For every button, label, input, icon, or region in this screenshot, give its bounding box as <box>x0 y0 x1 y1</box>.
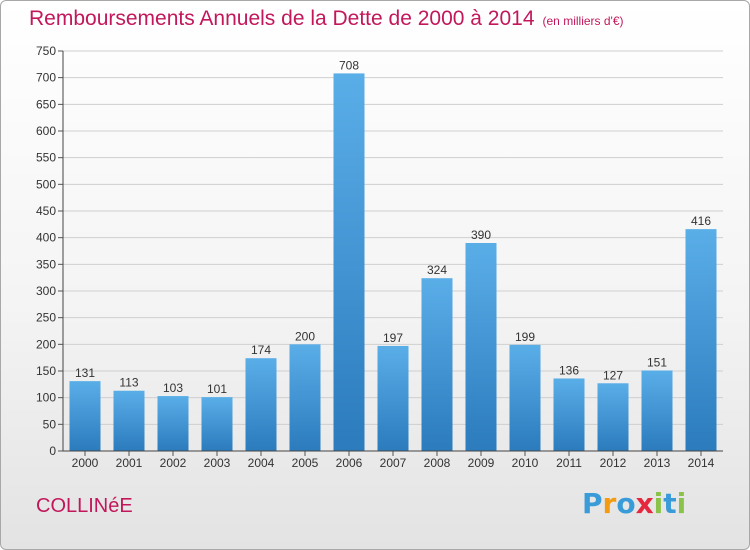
value-label-2001: 113 <box>119 376 138 390</box>
y-tick-label: 450 <box>36 204 56 218</box>
x-tick-label-2011: 2011 <box>556 456 582 470</box>
y-tick-label: 400 <box>36 231 56 245</box>
y-tick-label: 600 <box>36 124 56 138</box>
logo-letter: o <box>616 487 636 520</box>
y-tick-label: 750 <box>36 44 56 58</box>
x-tick-label-2006: 2006 <box>336 456 363 470</box>
value-label-2004: 174 <box>251 343 271 357</box>
value-label-2002: 103 <box>163 381 183 395</box>
value-label-2014: 416 <box>691 214 711 228</box>
y-tick-label: 350 <box>36 257 56 271</box>
x-tick-label-2009: 2009 <box>468 456 495 470</box>
y-tick-label: 50 <box>43 417 57 431</box>
y-tick-label: 200 <box>36 337 56 351</box>
x-tick-label-2007: 2007 <box>380 456 407 470</box>
value-label-2009: 390 <box>471 228 491 242</box>
x-tick-label-2013: 2013 <box>644 456 671 470</box>
y-tick-label: 500 <box>36 177 56 191</box>
bar-2011 <box>553 378 585 451</box>
logo-letter: r <box>602 487 617 520</box>
value-label-2006: 708 <box>339 58 359 72</box>
bar-2007 <box>377 345 409 451</box>
bar-2003 <box>201 397 233 451</box>
bar-2014 <box>685 229 717 451</box>
y-tick-label: 0 <box>49 444 56 458</box>
value-label-2008: 324 <box>427 263 447 277</box>
value-label-2007: 197 <box>383 331 403 345</box>
value-labels: 131 113 103 101 174 200 708 197 324 390 199 136 127 1… <box>75 58 711 396</box>
chart-title-text: Remboursements Annuels de la Dette de 20… <box>29 7 535 30</box>
y-tick-label: 300 <box>36 284 56 298</box>
bar-2001 <box>113 390 145 451</box>
y-tick-label: 100 <box>36 391 56 405</box>
chart-unit-note: (en milliers d'€) <box>542 14 624 28</box>
bar-2012 <box>597 383 629 451</box>
bar-2013 <box>641 370 673 451</box>
proxiti-logo: Proxiti <box>582 487 686 520</box>
chart-title: Remboursements Annuels de la Dette de 20… <box>29 7 624 31</box>
bars <box>69 73 717 452</box>
x-tick-label-2008: 2008 <box>424 456 451 470</box>
value-label-2003: 101 <box>207 382 227 396</box>
value-label-2011: 136 <box>559 363 579 377</box>
bar-2002 <box>157 396 189 451</box>
x-tick-label-2001: 2001 <box>116 456 143 470</box>
value-label-2000: 131 <box>75 366 95 380</box>
value-label-2012: 127 <box>603 368 623 382</box>
bar-2006 <box>333 73 365 452</box>
logo-letter: t <box>663 487 677 520</box>
x-tick-label-2010: 2010 <box>512 456 539 470</box>
bar-2008 <box>421 278 453 451</box>
bar-2010 <box>509 344 541 451</box>
x-tick-label-2004: 2004 <box>248 456 275 470</box>
value-label-2013: 151 <box>647 355 667 369</box>
bar-2009 <box>465 243 497 451</box>
y-tick-label: 700 <box>36 71 56 85</box>
x-tick-label-2002: 2002 <box>160 456 187 470</box>
y-tick-label: 550 <box>36 151 56 165</box>
y-axis-ticks: 0 50 100 150 200 250 300 350 400 450 500 550 600 650 7… <box>36 44 63 458</box>
x-tick-label-2003: 2003 <box>204 456 231 470</box>
x-tick-label-2000: 2000 <box>72 456 99 470</box>
commune-name: COLLINéE <box>36 495 133 517</box>
logo-letter: i <box>653 487 664 520</box>
logo-letter: P <box>582 487 603 520</box>
y-tick-label: 150 <box>36 364 56 378</box>
value-label-2005: 200 <box>295 329 315 343</box>
bar-2000 <box>69 381 101 451</box>
bar-2004 <box>245 358 277 451</box>
bar-2005 <box>289 344 321 451</box>
logo-letter: i <box>676 487 687 520</box>
x-tick-label-2005: 2005 <box>292 456 319 470</box>
x-tick-label-2014: 2014 <box>688 456 715 470</box>
value-label-2010: 199 <box>515 330 535 344</box>
logo-letter: x <box>635 487 654 520</box>
y-tick-label: 250 <box>36 311 56 325</box>
y-tick-label: 650 <box>36 97 56 111</box>
x-tick-label-2012: 2012 <box>600 456 627 470</box>
x-axis-ticks: 2000 2001 2002 2003 2004 2005 2006 2007 2008 2009… <box>72 451 715 470</box>
